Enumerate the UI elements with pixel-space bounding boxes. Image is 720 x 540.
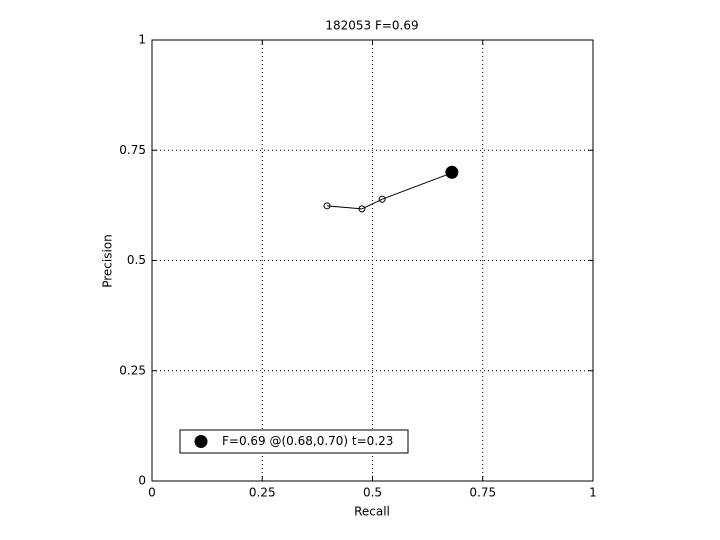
- best-point: [445, 165, 459, 179]
- y-tick-label: 0: [138, 474, 146, 488]
- y-tick-label: 1: [138, 33, 146, 47]
- x-tick-label: 1: [589, 486, 597, 500]
- plot-frame: [151, 39, 594, 482]
- point: [323, 202, 331, 210]
- legend-marker: [194, 435, 208, 448]
- y-axis-label: Precision: [101, 234, 115, 288]
- x-axis-label: Recall: [354, 505, 390, 519]
- x-tick-label: 0.75: [469, 486, 496, 500]
- y-tick-label: 0.5: [127, 253, 146, 267]
- x-tick-label: 0: [148, 486, 156, 500]
- legend-label: F=0.69 @(0.68,0.70) t=0.23: [222, 434, 393, 448]
- y-tick-label: 0.75: [119, 143, 146, 157]
- point: [358, 205, 366, 213]
- y-tick-label: 0.25: [119, 363, 146, 377]
- chart-title: 182053 F=0.69: [325, 19, 418, 33]
- x-tick-label: 0.25: [249, 486, 276, 500]
- x-tick-label: 0.5: [363, 486, 382, 500]
- series-line: [327, 172, 452, 210]
- legend-box: [179, 429, 409, 454]
- point: [378, 195, 386, 203]
